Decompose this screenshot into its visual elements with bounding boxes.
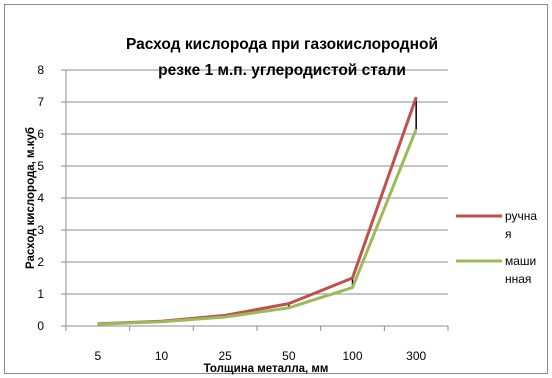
x-tick-label: 25 <box>218 349 232 363</box>
legend-label: я <box>505 227 512 241</box>
series-line-1 <box>97 96 418 326</box>
series-line-2 <box>97 128 418 326</box>
y-axis-title: Расход кислорода, м.куб <box>25 127 37 269</box>
y-tick-label: 7 <box>37 95 44 109</box>
x-tick-label: 300 <box>406 349 426 363</box>
axes <box>61 69 449 331</box>
series-lines <box>97 96 418 326</box>
y-tick-label: 4 <box>37 191 44 205</box>
x-axis-title: Толщина металла, мм <box>204 363 329 375</box>
y-tick-label: 2 <box>37 255 44 269</box>
y-tick-label: 0 <box>37 319 44 333</box>
x-tick-label: 100 <box>342 349 362 363</box>
legend-label: нная <box>505 272 531 286</box>
y-tick-label: 1 <box>37 287 44 301</box>
labels: Расход кислорода при газокислородной рез… <box>25 36 438 375</box>
y-tick-label: 8 <box>37 63 44 77</box>
chart-frame <box>4 4 548 374</box>
x-tick-label: 50 <box>282 349 296 363</box>
y-tick-label: 5 <box>37 159 44 173</box>
x-tick-label: 5 <box>94 349 101 363</box>
x-tick-label: 10 <box>155 349 169 363</box>
legend-label: маши <box>505 254 536 268</box>
chart-title-line-1: Расход кислорода при газокислородной <box>126 36 438 53</box>
y-tick-label: 6 <box>37 127 44 141</box>
y-tick-label: 3 <box>37 223 44 237</box>
legend-label: ручна <box>505 209 537 223</box>
gridlines <box>66 69 448 295</box>
tick-labels: 0 1 2 3 4 5 6 7 8 5 10 25 50 100 300 <box>37 63 426 363</box>
legend: ручна я маши нная <box>456 209 537 286</box>
chart-title-line-2: резке 1 м.п. углеродистой стали <box>158 62 406 79</box>
